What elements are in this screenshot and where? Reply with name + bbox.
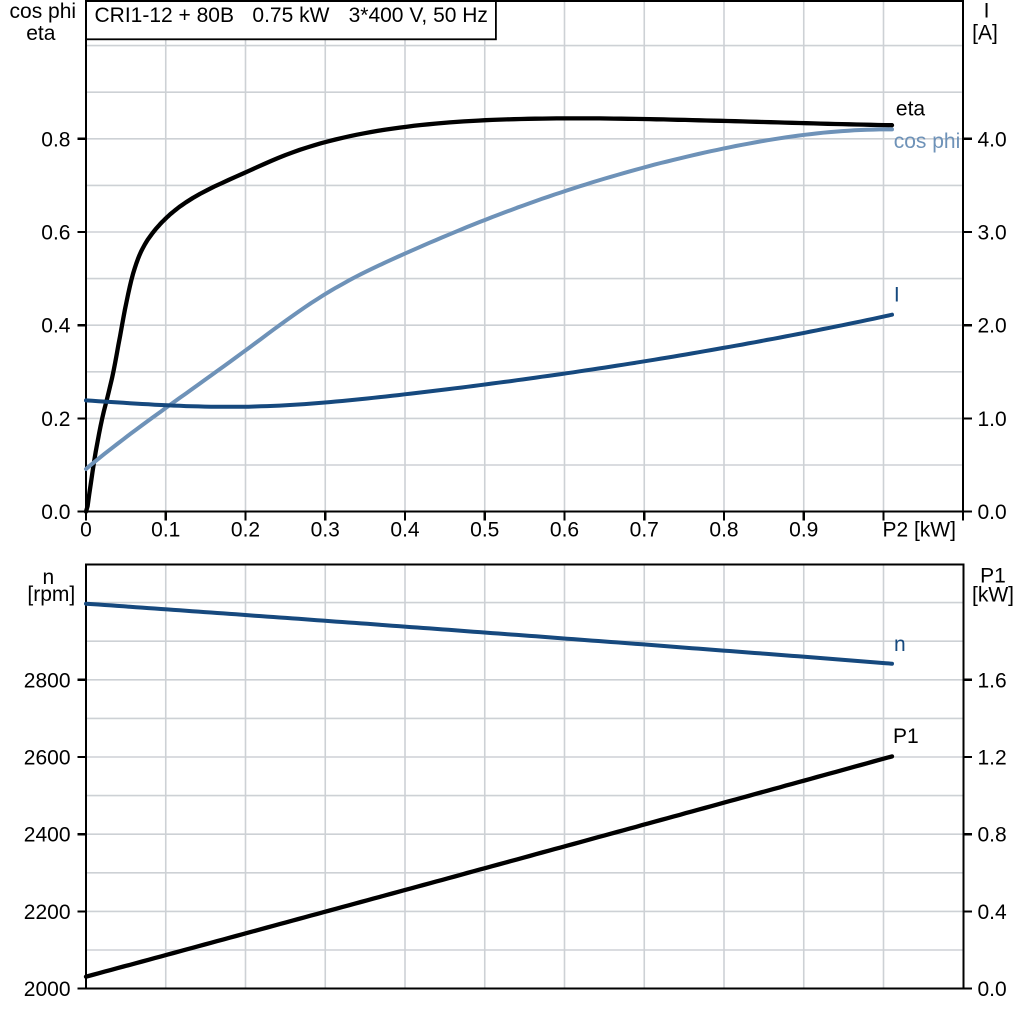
svg-text:2400: 2400 [24, 824, 71, 847]
svg-text:0.2: 0.2 [231, 519, 260, 542]
svg-text:I: I [984, 0, 990, 23]
svg-text:cos phi: cos phi [10, 0, 77, 23]
svg-text:0.3: 0.3 [311, 519, 340, 542]
svg-text:0.8: 0.8 [41, 128, 70, 151]
svg-text:P2 [kW]: P2 [kW] [882, 519, 956, 542]
svg-text:3.0: 3.0 [978, 222, 1007, 245]
svg-text:0.0: 0.0 [978, 978, 1007, 1001]
svg-text:0.7: 0.7 [630, 519, 659, 542]
svg-text:1.2: 1.2 [978, 747, 1007, 770]
svg-text:2800: 2800 [24, 669, 71, 692]
svg-text:0.8: 0.8 [978, 824, 1007, 847]
svg-text:0.6: 0.6 [550, 519, 579, 542]
svg-text:eta: eta [896, 98, 926, 121]
svg-text:0.0: 0.0 [41, 501, 70, 524]
svg-text:0.4: 0.4 [41, 315, 71, 338]
svg-text:[kW]: [kW] [972, 584, 1014, 607]
svg-text:[rpm]: [rpm] [27, 583, 75, 606]
svg-text:0.6: 0.6 [41, 222, 70, 245]
svg-text:P1: P1 [893, 725, 919, 748]
svg-text:0.75 kW: 0.75 kW [252, 4, 329, 27]
svg-text:2600: 2600 [24, 747, 71, 770]
svg-text:2.0: 2.0 [978, 315, 1007, 338]
svg-text:2000: 2000 [24, 978, 71, 1001]
svg-text:2200: 2200 [24, 901, 71, 924]
svg-text:0.4: 0.4 [978, 901, 1008, 924]
svg-text:n: n [894, 633, 906, 656]
svg-text:P1: P1 [980, 565, 1006, 588]
svg-text:0.1: 0.1 [151, 519, 180, 542]
svg-text:1.6: 1.6 [978, 669, 1007, 692]
svg-text:0.0: 0.0 [978, 501, 1007, 524]
svg-text:0.4: 0.4 [390, 519, 420, 542]
svg-text:0.2: 0.2 [41, 408, 70, 431]
svg-text:1.0: 1.0 [978, 408, 1007, 431]
svg-text:[A]: [A] [972, 22, 998, 45]
svg-text:3*400 V, 50 Hz: 3*400 V, 50 Hz [349, 4, 488, 27]
svg-text:CRI1-12 + 80B: CRI1-12 + 80B [95, 4, 235, 27]
svg-text:I: I [894, 284, 900, 307]
svg-text:0.5: 0.5 [470, 519, 499, 542]
svg-text:0.9: 0.9 [789, 519, 818, 542]
svg-text:0.8: 0.8 [709, 519, 738, 542]
svg-text:cos phi: cos phi [894, 130, 961, 153]
svg-text:eta: eta [26, 22, 56, 45]
svg-text:n: n [42, 566, 54, 589]
svg-text:0: 0 [80, 519, 92, 542]
svg-text:4.0: 4.0 [978, 128, 1007, 151]
